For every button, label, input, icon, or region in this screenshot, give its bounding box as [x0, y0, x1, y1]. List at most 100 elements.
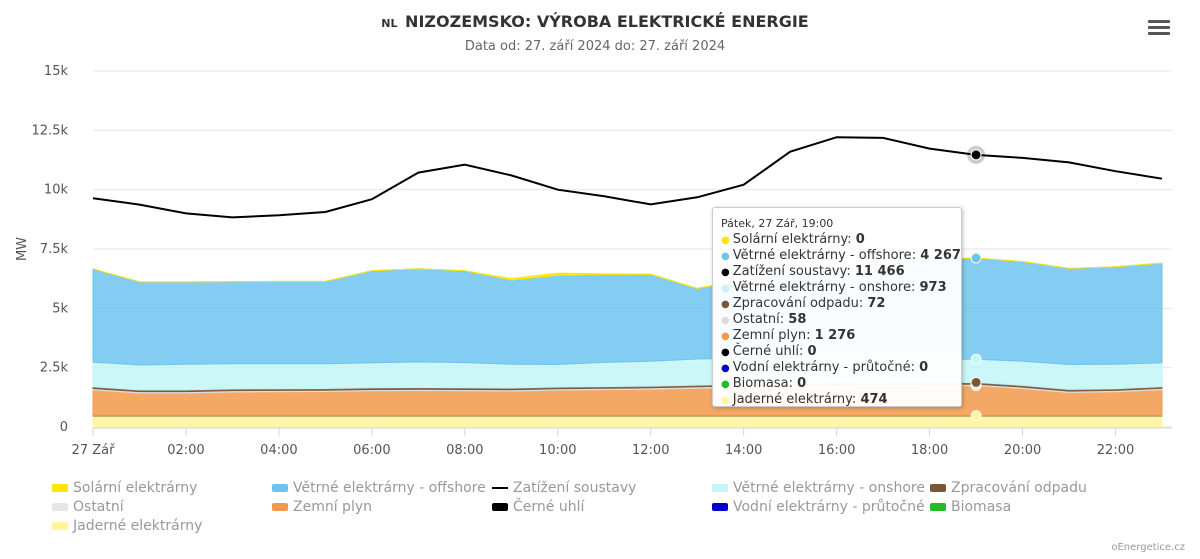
y-tick-label: 7.5k	[40, 242, 69, 257]
legend-label: Biomasa	[951, 499, 1012, 515]
series-dot-icon: ●	[721, 347, 730, 358]
tooltip-row-label: Větrné elektrárny - onshore	[732, 280, 911, 295]
series-dot-icon: ●	[721, 235, 730, 246]
y-tick-label: 2.5k	[40, 361, 69, 376]
country-code: NL	[381, 17, 398, 30]
x-tick-label: 08:00	[446, 443, 483, 458]
legend-symbol-icon	[492, 487, 508, 489]
tooltip-row-label: Zatížení soustavy	[732, 264, 847, 279]
tooltip-row-label: Černé uhlí	[732, 344, 799, 359]
legend-item[interactable]: Jaderné elektrárny	[52, 518, 202, 534]
legend-symbol-icon	[52, 484, 68, 492]
legend-item[interactable]: Solární elektrárny	[52, 480, 197, 496]
tooltip-row: ● Zpracování odpadu: 72	[721, 296, 886, 311]
legend-label: Ostatní	[73, 499, 124, 515]
hover-marker	[970, 353, 982, 365]
tooltip-row-label: Zpracování odpadu	[732, 296, 859, 311]
tooltip-row-value: 0	[919, 360, 929, 375]
x-tick-label: 06:00	[353, 443, 390, 458]
x-tick-label: 20:00	[1004, 443, 1041, 458]
x-tick-label: 12:00	[632, 443, 669, 458]
legend-item[interactable]: Ostatní	[52, 499, 124, 515]
chart-subtitle: Data od: 27. září 2024 do: 27. září 2024	[464, 39, 726, 54]
tooltip-row: ● Ostatní: 58	[721, 312, 807, 327]
legend-symbol-icon	[52, 503, 68, 511]
chart-canvas: 0 2.5k 5k 7.5k 10k 12.5k 15k MW 27 Zář 02:00 04:00…	[15, 64, 1172, 458]
tooltip-row-value: 474	[860, 392, 888, 407]
tooltip-header: Pátek, 27 Zář, 19:00	[721, 217, 834, 230]
tooltip-row-label: Ostatní	[732, 312, 780, 327]
tooltip-row-value: 72	[867, 296, 886, 311]
x-tick-label: 16:00	[818, 443, 855, 458]
legend-item[interactable]: Vodní elektrárny - průtočné	[712, 499, 925, 515]
series-dot-icon: ●	[721, 283, 730, 294]
legend-label: Zemní plyn	[293, 499, 372, 515]
hover-marker	[970, 410, 982, 422]
legend-item[interactable]: Větrné elektrárny - onshore	[712, 480, 925, 496]
y-tick-label: 12.5k	[32, 123, 69, 138]
legend-item[interactable]: Biomasa	[930, 499, 1011, 515]
legend-item[interactable]: Větrné elektrárny - offshore	[272, 480, 486, 496]
legend-symbol-icon	[712, 484, 728, 492]
tooltip-row-value: 973	[919, 280, 947, 295]
tooltip-row-label: Větrné elektrárny - offshore	[732, 248, 912, 263]
x-tick-label: 04:00	[260, 443, 297, 458]
tooltip-row-value: 0	[807, 344, 817, 359]
series-dot-icon: ●	[721, 299, 730, 310]
hover-marker	[970, 376, 982, 388]
legend-label: Větrné elektrárny - onshore	[733, 480, 925, 496]
legend-item[interactable]: Zpracování odpadu	[930, 480, 1087, 496]
x-tick-label: 14:00	[725, 443, 762, 458]
legend-label: Zatížení soustavy	[513, 480, 637, 496]
x-tick-label: 18:00	[911, 443, 948, 458]
series-dot-icon: ●	[721, 395, 730, 406]
x-tick-label: 27 Zář	[72, 443, 116, 458]
hover-marker	[970, 252, 982, 264]
legend-label: Černé uhlí	[513, 499, 585, 515]
legend-item[interactable]: Černé uhlí	[492, 499, 584, 515]
series-dot-icon: ●	[721, 251, 730, 262]
line-series	[92, 136, 1163, 219]
credits-link[interactable]: oEnergetice.cz	[1111, 542, 1185, 553]
hover-marker	[970, 149, 982, 161]
legend-label: Větrné elektrárny - offshore	[293, 480, 486, 496]
tooltip-row-label: Jaderné elektrárny	[732, 392, 852, 407]
area-series	[92, 257, 1163, 290]
legend-label: Zpracování odpadu	[951, 480, 1087, 496]
tooltip-row-value: 1 276	[814, 328, 856, 343]
y-tick-label: 5k	[52, 301, 68, 316]
tooltip-row: ● Solární elektrárny: 0	[721, 232, 865, 247]
tooltip-row: ● Jaderné elektrárny: 474	[721, 392, 888, 407]
y-tick-label: 0	[60, 420, 68, 435]
tooltip-row: ● Větrné elektrárny - offshore: 4 267	[721, 248, 961, 263]
tooltip-row: ● Větrné elektrárny - onshore: 973	[721, 280, 947, 295]
y-tick-label: 15k	[44, 64, 69, 79]
tooltip-row: ● Černé uhlí: 0	[721, 344, 817, 359]
tooltip-row-value: 11 466	[854, 264, 905, 279]
tooltip: Pátek, 27 Zář, 19:00 ● Solární elektrárny…	[712, 207, 962, 407]
x-tick-label: 02:00	[167, 443, 204, 458]
legend-label: Solární elektrárny	[73, 480, 198, 496]
tooltip-row-value: 0	[797, 376, 807, 391]
x-tick-label: 10:00	[539, 443, 576, 458]
tooltip-row: ● Zemní plyn: 1 276	[721, 328, 856, 343]
legend-symbol-icon	[712, 503, 728, 511]
tooltip-row-value: 58	[788, 312, 807, 327]
legend-item[interactable]: Zemní plyn	[272, 499, 372, 515]
x-tick-label: 22:00	[1097, 443, 1134, 458]
legend-symbol-icon	[272, 484, 288, 492]
area-series	[92, 415, 1163, 428]
legend-symbol-icon	[492, 503, 508, 511]
tooltip-row-value: 0	[855, 232, 865, 247]
legend-symbol-icon	[930, 484, 946, 492]
tooltip-row-label: Vodní elektrárny - průtočné	[732, 360, 911, 375]
y-axis-label: MW	[15, 237, 30, 261]
series-dot-icon: ●	[721, 379, 730, 390]
tooltip-row-label: Biomasa	[732, 376, 789, 391]
series-dot-icon: ●	[721, 331, 730, 342]
hamburger-menu-icon[interactable]	[1148, 20, 1170, 40]
legend-item[interactable]: Zatížení soustavy	[492, 480, 636, 496]
tooltip-row-label: Zemní plyn	[732, 328, 807, 343]
y-tick-label: 10k	[44, 183, 69, 198]
chart-title-text: NIZOZEMSKO: VÝROBA ELEKTRICKÉ ENERGIE	[405, 12, 809, 31]
